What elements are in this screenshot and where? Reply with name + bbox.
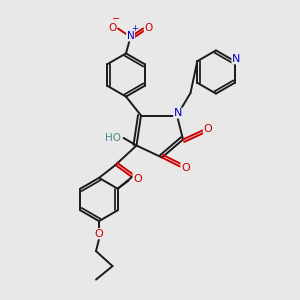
Text: O: O (94, 229, 103, 239)
Text: N: N (174, 108, 182, 118)
Text: −: − (112, 14, 121, 25)
Text: N: N (232, 54, 240, 64)
Text: HO: HO (105, 133, 122, 143)
Text: N: N (127, 31, 134, 41)
Text: O: O (108, 23, 117, 33)
Text: O: O (144, 23, 153, 33)
Text: O: O (203, 124, 212, 134)
Text: +: + (132, 24, 138, 33)
Text: O: O (133, 173, 142, 184)
Text: O: O (181, 163, 190, 173)
